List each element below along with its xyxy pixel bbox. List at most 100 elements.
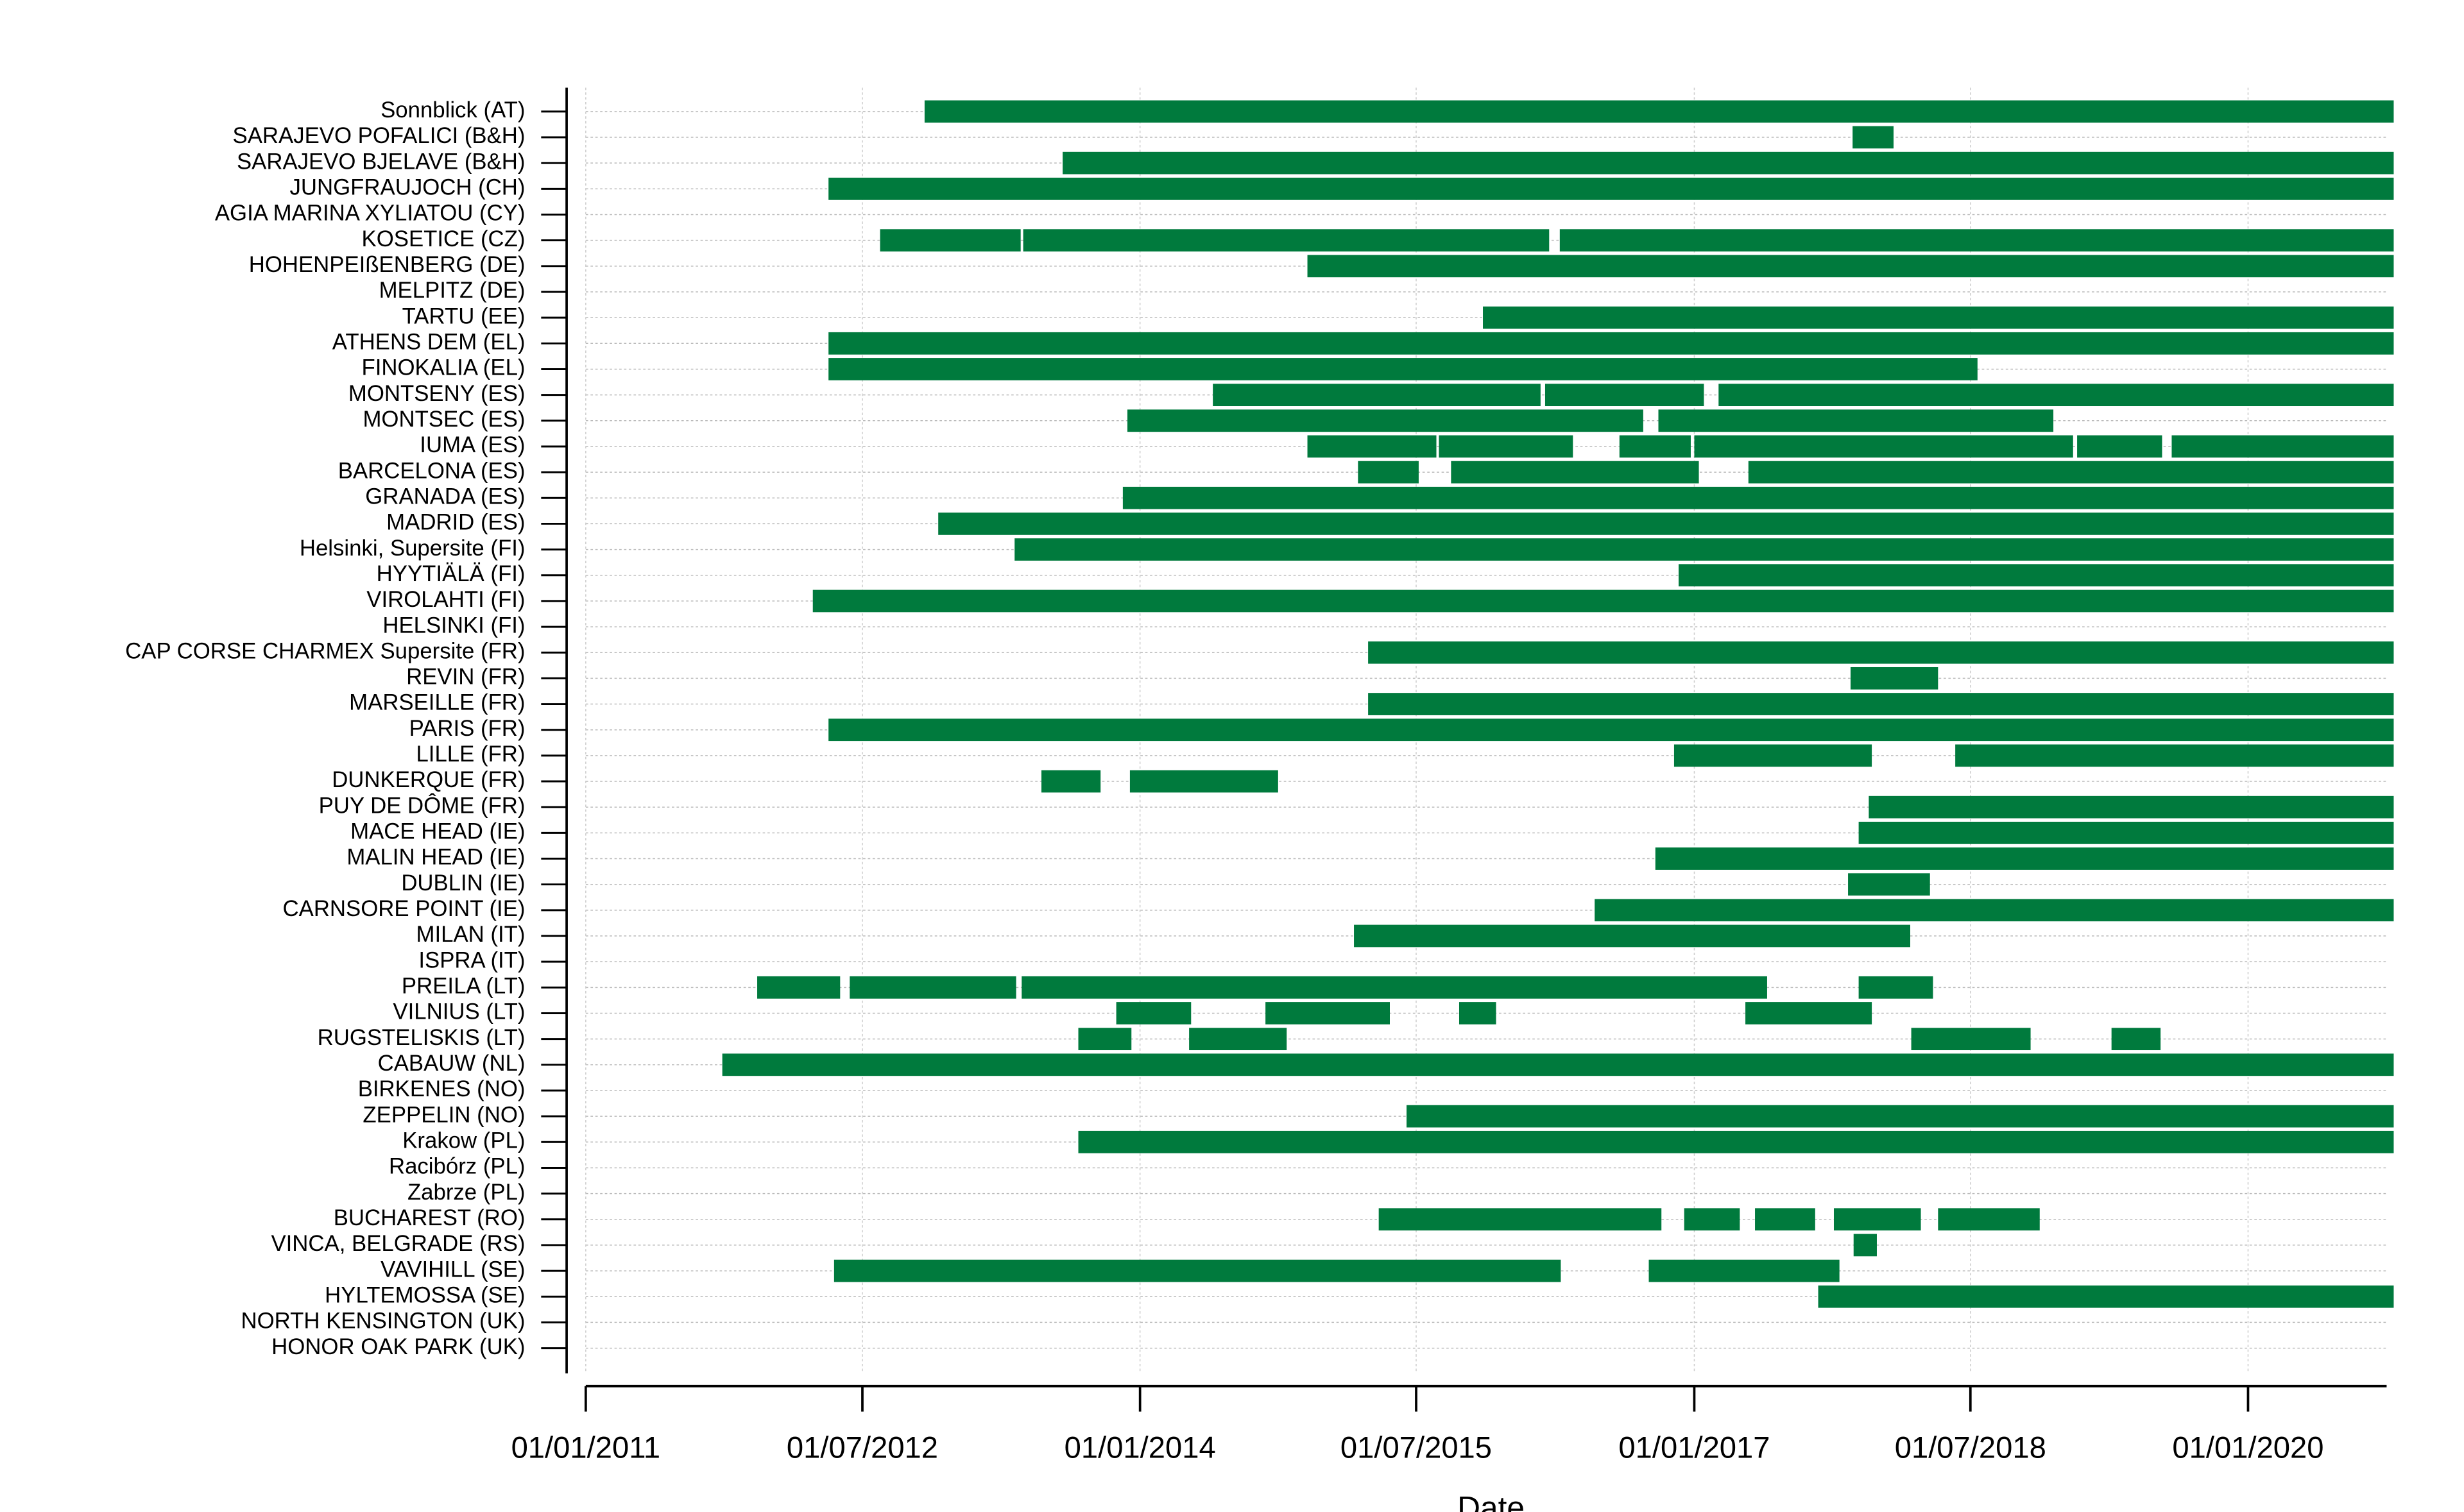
bar <box>1116 1002 1192 1024</box>
bar <box>1459 1002 1496 1024</box>
y-tick-label: TARTU (EE) <box>402 304 526 328</box>
bar <box>1483 306 2394 329</box>
y-tick-label: GRANADA (ES) <box>365 484 525 509</box>
y-tick-label: REVIN (FR) <box>406 665 525 690</box>
bar <box>1407 1105 2394 1128</box>
bar <box>938 513 2394 535</box>
bar <box>1358 461 1419 484</box>
bar <box>1938 1208 2040 1231</box>
x-tick-label: 01/01/2020 <box>2172 1431 2323 1465</box>
bar <box>812 590 2394 613</box>
bar <box>1658 409 2054 432</box>
y-tick-label: NORTH KENSINGTON (UK) <box>241 1309 526 1334</box>
bar <box>722 1053 2394 1076</box>
y-tick-label: MONTSENY (ES) <box>348 382 526 406</box>
y-tick-label: VAVIHILL (SE) <box>381 1257 525 1282</box>
bar <box>1022 976 1767 999</box>
bar <box>1911 1028 2031 1051</box>
bar <box>828 177 2394 200</box>
x-tick-label: 01/07/2018 <box>1895 1431 2046 1465</box>
y-tick-label: FINOKALIA (EL) <box>361 356 525 380</box>
bar <box>1041 770 1101 793</box>
bar <box>1451 461 1699 484</box>
bar <box>1833 1208 1921 1231</box>
bar <box>1745 1002 1872 1024</box>
bar <box>850 976 1016 999</box>
x-tick-label: 01/07/2012 <box>787 1431 938 1465</box>
y-tick-label: BUCHAREST (RO) <box>334 1206 526 1230</box>
bar <box>1368 641 2394 664</box>
y-tick-label: Helsinki, Supersite (FI) <box>300 536 526 561</box>
y-tick-label: PUY DE DÔME (FR) <box>319 793 526 818</box>
bar <box>1858 821 2394 844</box>
bar <box>1023 229 1550 252</box>
y-tick-label: AGIA MARINA XYLIATOU (CY) <box>215 201 526 226</box>
y-tick-label: HYLTEMOSSA (SE) <box>325 1283 525 1307</box>
y-tick-label: Krakow (PL) <box>402 1128 525 1153</box>
bar <box>2111 1028 2161 1051</box>
bar <box>2171 435 2394 458</box>
y-tick-label: HYYTIÄLÄ (FI) <box>377 562 526 586</box>
bar <box>1014 538 2394 561</box>
y-tick-label: VILNIUS (LT) <box>393 1000 525 1024</box>
bar <box>1755 1208 1815 1231</box>
y-tick-label: ZEPPELIN (NO) <box>363 1103 525 1127</box>
bar <box>1718 384 2394 407</box>
bar <box>880 229 1021 252</box>
bar <box>828 332 2394 355</box>
y-tick-label: Sonnblick (AT) <box>381 98 525 123</box>
bar <box>1748 461 2394 484</box>
y-tick-label: CARNSORE POINT (IE) <box>283 897 526 921</box>
y-tick-label: MELPITZ (DE) <box>379 278 526 303</box>
bar <box>1955 744 2394 767</box>
x-tick-label: 01/07/2015 <box>1340 1431 1492 1465</box>
y-tick-label: DUBLIN (IE) <box>401 871 525 896</box>
y-tick-label: BARCELONA (ES) <box>338 459 526 483</box>
y-tick-label: MACE HEAD (IE) <box>350 820 525 844</box>
y-tick-label: MONTSEC (ES) <box>363 407 525 432</box>
bar <box>1129 770 1278 793</box>
bar <box>1265 1002 1390 1024</box>
y-tick-label: LILLE (FR) <box>416 742 525 767</box>
bar <box>1818 1285 2394 1308</box>
bar <box>924 100 2394 123</box>
bar <box>1673 744 1872 767</box>
x-tick-label: 01/01/2014 <box>1065 1431 1216 1465</box>
y-tick-label: ATHENS DEM (EL) <box>332 330 526 354</box>
y-tick-label: VINCA, BELGRADE (RS) <box>271 1232 525 1256</box>
y-tick-label: MALIN HEAD (IE) <box>346 845 525 870</box>
bar <box>1869 795 2394 819</box>
y-tick-label: PARIS (FR) <box>409 717 526 741</box>
y-tick-label: ISPRA (IT) <box>418 948 525 973</box>
y-tick-label: JUNGFRAUJOCH (CH) <box>290 176 526 200</box>
bar <box>1679 564 2394 587</box>
y-tick-label: RUGSTELISKIS (LT) <box>318 1026 526 1050</box>
bar <box>1078 1130 2394 1153</box>
bar <box>1684 1208 1740 1231</box>
bar <box>1127 409 1643 432</box>
x-tick-label: 01/01/2011 <box>511 1431 661 1465</box>
y-tick-label: CABAUW (NL) <box>378 1051 526 1076</box>
bar <box>757 976 841 999</box>
bar <box>1655 847 2394 870</box>
y-tick-label: CAP CORSE CHARMEX Supersite (FR) <box>125 639 525 663</box>
bar <box>2077 435 2162 458</box>
bar <box>1307 435 1437 458</box>
y-tick-label: PREILA (LT) <box>402 974 526 999</box>
bar <box>1189 1028 1287 1051</box>
y-tick-label: Racibórz (PL) <box>389 1155 526 1179</box>
bar <box>1852 126 1894 149</box>
bar <box>1078 1028 1132 1051</box>
y-tick-label: KOSETICE (CZ) <box>362 227 526 251</box>
bar <box>1063 151 2394 174</box>
bar <box>1619 435 1691 458</box>
y-tick-label: HONOR OAK PARK (UK) <box>271 1335 525 1359</box>
y-tick-label: SARAJEVO BJELAVE (B&H) <box>237 149 526 174</box>
y-tick-label: HOHENPEIßENBERG (DE) <box>249 253 526 277</box>
y-tick-label: IUMA (ES) <box>420 433 525 457</box>
y-tick-label: MILAN (IT) <box>416 922 526 947</box>
bar <box>1853 1234 1877 1257</box>
bar <box>1307 255 2394 278</box>
bar <box>1544 384 1704 407</box>
y-tick-label: MADRID (ES) <box>386 511 525 535</box>
